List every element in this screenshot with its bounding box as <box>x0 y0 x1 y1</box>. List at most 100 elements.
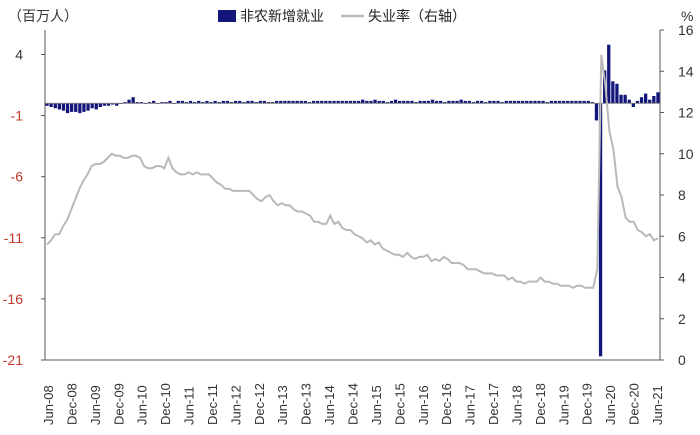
employment-bar <box>430 99 435 104</box>
employment-bar <box>106 103 111 106</box>
employment-bar <box>410 100 414 104</box>
x-tick-label: Jun-13 <box>275 385 290 425</box>
employment-bar <box>406 100 410 104</box>
employment-bar <box>480 100 484 104</box>
employment-bar <box>365 100 369 104</box>
employment-bar <box>500 102 504 104</box>
employment-bar <box>459 99 463 104</box>
employment-bar <box>234 100 238 104</box>
employment-bar <box>295 100 299 104</box>
right-tick-label: 10 <box>678 146 694 162</box>
employment-bar <box>262 100 266 104</box>
right-tick-label: 2 <box>678 311 686 327</box>
x-tick-label: Jun-15 <box>369 385 384 425</box>
employment-bar <box>152 100 156 104</box>
employment-bar <box>533 100 537 104</box>
employment-bar <box>291 100 295 104</box>
employment-bar <box>648 99 652 104</box>
employment-bar <box>332 100 336 104</box>
employment-bar <box>94 103 98 110</box>
employment-bar <box>393 99 398 104</box>
employment-bar <box>369 100 373 104</box>
legend-line-label: 失业率（右轴） <box>368 8 466 24</box>
employment-bar <box>188 100 193 104</box>
employment-bar <box>303 100 307 104</box>
employment-bar <box>631 103 635 107</box>
employment-bar <box>299 100 303 104</box>
employment-bar <box>311 100 316 104</box>
employment-bar <box>266 102 271 104</box>
x-tick-label: Jun-10 <box>135 385 150 425</box>
employment-bar <box>627 99 631 104</box>
employment-bar <box>78 103 82 114</box>
employment-bar <box>176 100 180 104</box>
employment-bar <box>385 102 389 104</box>
employment-bar <box>82 103 86 112</box>
x-tick-label: Jun-12 <box>228 385 243 425</box>
employment-bar <box>574 100 578 104</box>
employment-bar <box>53 103 57 109</box>
employment-bar <box>414 102 418 104</box>
employment-bar <box>340 100 344 104</box>
employment-bar <box>475 100 480 104</box>
left-tick-label: 4 <box>15 46 23 62</box>
employment-bar <box>422 100 426 104</box>
x-tick-label: Jun-14 <box>322 385 337 425</box>
employment-bars <box>45 44 660 357</box>
employment-bar <box>197 100 201 104</box>
employment-bar <box>623 94 627 104</box>
right-tick-label: 8 <box>678 187 686 203</box>
employment-bar <box>525 100 529 104</box>
x-tick-label: Jun-09 <box>88 385 103 425</box>
employment-bar <box>377 100 381 104</box>
employment-bar <box>238 100 242 104</box>
x-tick-label: Dec-14 <box>346 383 361 425</box>
employment-bar <box>111 103 115 105</box>
employment-bar <box>570 100 574 104</box>
employment-bar <box>270 102 275 104</box>
employment-bar <box>496 100 500 104</box>
employment-bar <box>508 100 512 104</box>
employment-bar <box>352 100 357 104</box>
employment-bar <box>512 100 517 104</box>
employment-bar <box>127 99 131 104</box>
right-tick-label: 6 <box>678 228 686 244</box>
employment-bar <box>250 100 254 104</box>
employment-bar <box>193 102 197 104</box>
x-tick-label: Dec-13 <box>299 383 314 425</box>
employment-bar <box>467 100 471 104</box>
employment-bar <box>320 100 324 104</box>
unemployment-line <box>46 54 659 289</box>
employment-bar <box>344 100 348 104</box>
employment-bar <box>545 102 549 104</box>
employment-bar <box>521 100 525 104</box>
employment-bar <box>357 100 361 104</box>
employment-bar <box>361 99 365 104</box>
right-axis-ticks: 16 14 12 10 8 6 4 2 0 <box>660 22 694 368</box>
employment-bar <box>516 100 521 104</box>
employment-bar <box>504 100 508 104</box>
employment-bar <box>418 100 422 104</box>
employment-bar <box>455 100 459 104</box>
left-tick-label: -11 <box>4 230 23 246</box>
employment-bar <box>324 100 328 104</box>
employment-bar <box>184 102 189 104</box>
employment-bar <box>74 103 78 112</box>
employment-bar <box>439 100 443 104</box>
employment-bar <box>398 100 402 104</box>
employment-bar <box>160 102 164 104</box>
x-tick-label: Jun-20 <box>603 385 618 425</box>
employment-bar <box>229 102 234 104</box>
employment-bar <box>434 100 439 104</box>
employment-bar <box>635 100 640 104</box>
employment-bar <box>123 102 127 104</box>
employment-bar <box>98 103 102 107</box>
employment-bar <box>373 99 377 104</box>
employment-bar <box>566 100 570 104</box>
x-tick-label: Dec-11 <box>205 384 220 425</box>
x-tick-label: Dec-12 <box>252 383 267 425</box>
employment-bar <box>258 100 262 104</box>
employment-bar <box>529 100 533 104</box>
x-tick-label: Dec-08 <box>64 383 79 425</box>
